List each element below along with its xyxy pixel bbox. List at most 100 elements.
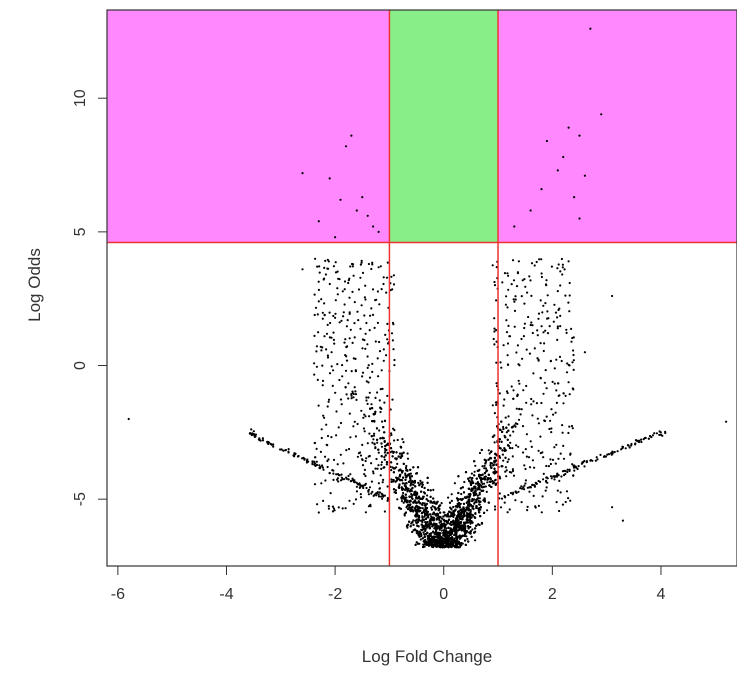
data-point <box>328 472 331 475</box>
data-point <box>473 474 476 477</box>
data-point <box>655 432 659 435</box>
data-point <box>313 293 316 296</box>
data-point <box>517 418 521 421</box>
data-point <box>350 262 354 266</box>
data-point <box>317 511 320 514</box>
data-point <box>420 523 423 526</box>
data-point <box>382 276 385 279</box>
data-point <box>553 478 556 481</box>
data-point <box>414 493 417 496</box>
data-point <box>452 511 455 515</box>
data-point <box>606 453 609 456</box>
data-point <box>435 518 438 521</box>
data-point <box>368 391 371 394</box>
data-point <box>594 459 598 462</box>
data-point <box>522 451 525 454</box>
data-point <box>367 262 370 266</box>
data-point <box>459 521 462 524</box>
data-point <box>474 512 477 515</box>
data-point <box>493 330 496 333</box>
data-point <box>348 311 351 314</box>
data-point <box>431 501 434 504</box>
data-point <box>381 420 384 423</box>
data-point <box>426 494 429 497</box>
data-point <box>483 472 486 475</box>
data-point <box>474 482 478 485</box>
data-point <box>378 350 382 353</box>
data-point <box>499 506 503 509</box>
data-point <box>379 437 382 440</box>
data-point <box>370 307 373 310</box>
data-point <box>483 464 486 467</box>
data-point <box>453 533 456 537</box>
data-point <box>511 447 514 450</box>
data-point <box>476 481 479 484</box>
data-point <box>522 335 526 338</box>
data-point <box>494 459 497 462</box>
data-point <box>410 508 413 511</box>
data-point <box>531 483 534 486</box>
data-point <box>432 517 436 520</box>
data-point <box>461 534 464 537</box>
data-point <box>454 522 457 526</box>
data-point <box>488 452 491 455</box>
data-point <box>537 504 541 507</box>
data-point <box>272 443 275 446</box>
x-tick-label: 2 <box>548 586 557 603</box>
data-point <box>569 453 572 456</box>
data-point <box>371 490 374 493</box>
data-point <box>520 501 523 504</box>
data-point <box>415 497 418 500</box>
data-point <box>386 394 389 397</box>
data-point <box>545 284 548 287</box>
data-point <box>378 340 381 344</box>
data-point <box>524 467 527 471</box>
data-point <box>368 376 372 379</box>
data-point <box>307 460 310 463</box>
data-point <box>331 510 335 513</box>
data-point <box>493 479 497 482</box>
data-point <box>432 497 435 500</box>
data-point <box>317 220 320 223</box>
data-point <box>471 514 475 517</box>
data-point <box>400 452 403 455</box>
data-point <box>386 485 389 488</box>
data-point <box>321 364 324 367</box>
data-point <box>353 386 356 389</box>
data-point <box>343 280 347 283</box>
data-point <box>323 302 326 305</box>
data-point <box>379 406 382 409</box>
data-point <box>374 446 377 449</box>
data-point <box>492 337 495 341</box>
data-point <box>327 260 330 263</box>
data-point <box>447 518 451 521</box>
data-point <box>440 537 443 541</box>
data-point <box>320 298 323 301</box>
data-point <box>447 526 450 529</box>
data-point <box>474 464 477 467</box>
data-point <box>476 469 479 472</box>
data-point <box>344 145 348 148</box>
data-point <box>471 498 474 501</box>
data-point <box>386 498 389 502</box>
data-point <box>392 471 395 474</box>
data-point <box>409 484 412 487</box>
data-point <box>416 542 419 545</box>
data-point <box>435 523 438 526</box>
data-point <box>371 441 374 444</box>
data-point <box>411 497 414 500</box>
data-point <box>127 417 130 421</box>
data-point <box>421 481 424 484</box>
data-point <box>409 468 412 471</box>
data-point <box>546 310 549 313</box>
data-point <box>558 479 561 482</box>
data-point <box>524 448 527 451</box>
data-point <box>546 317 549 320</box>
data-point <box>620 448 623 451</box>
data-point <box>464 539 467 542</box>
data-point <box>499 428 502 431</box>
data-point <box>502 344 505 347</box>
data-point <box>416 513 419 516</box>
data-point <box>266 440 269 443</box>
data-point <box>334 299 337 302</box>
